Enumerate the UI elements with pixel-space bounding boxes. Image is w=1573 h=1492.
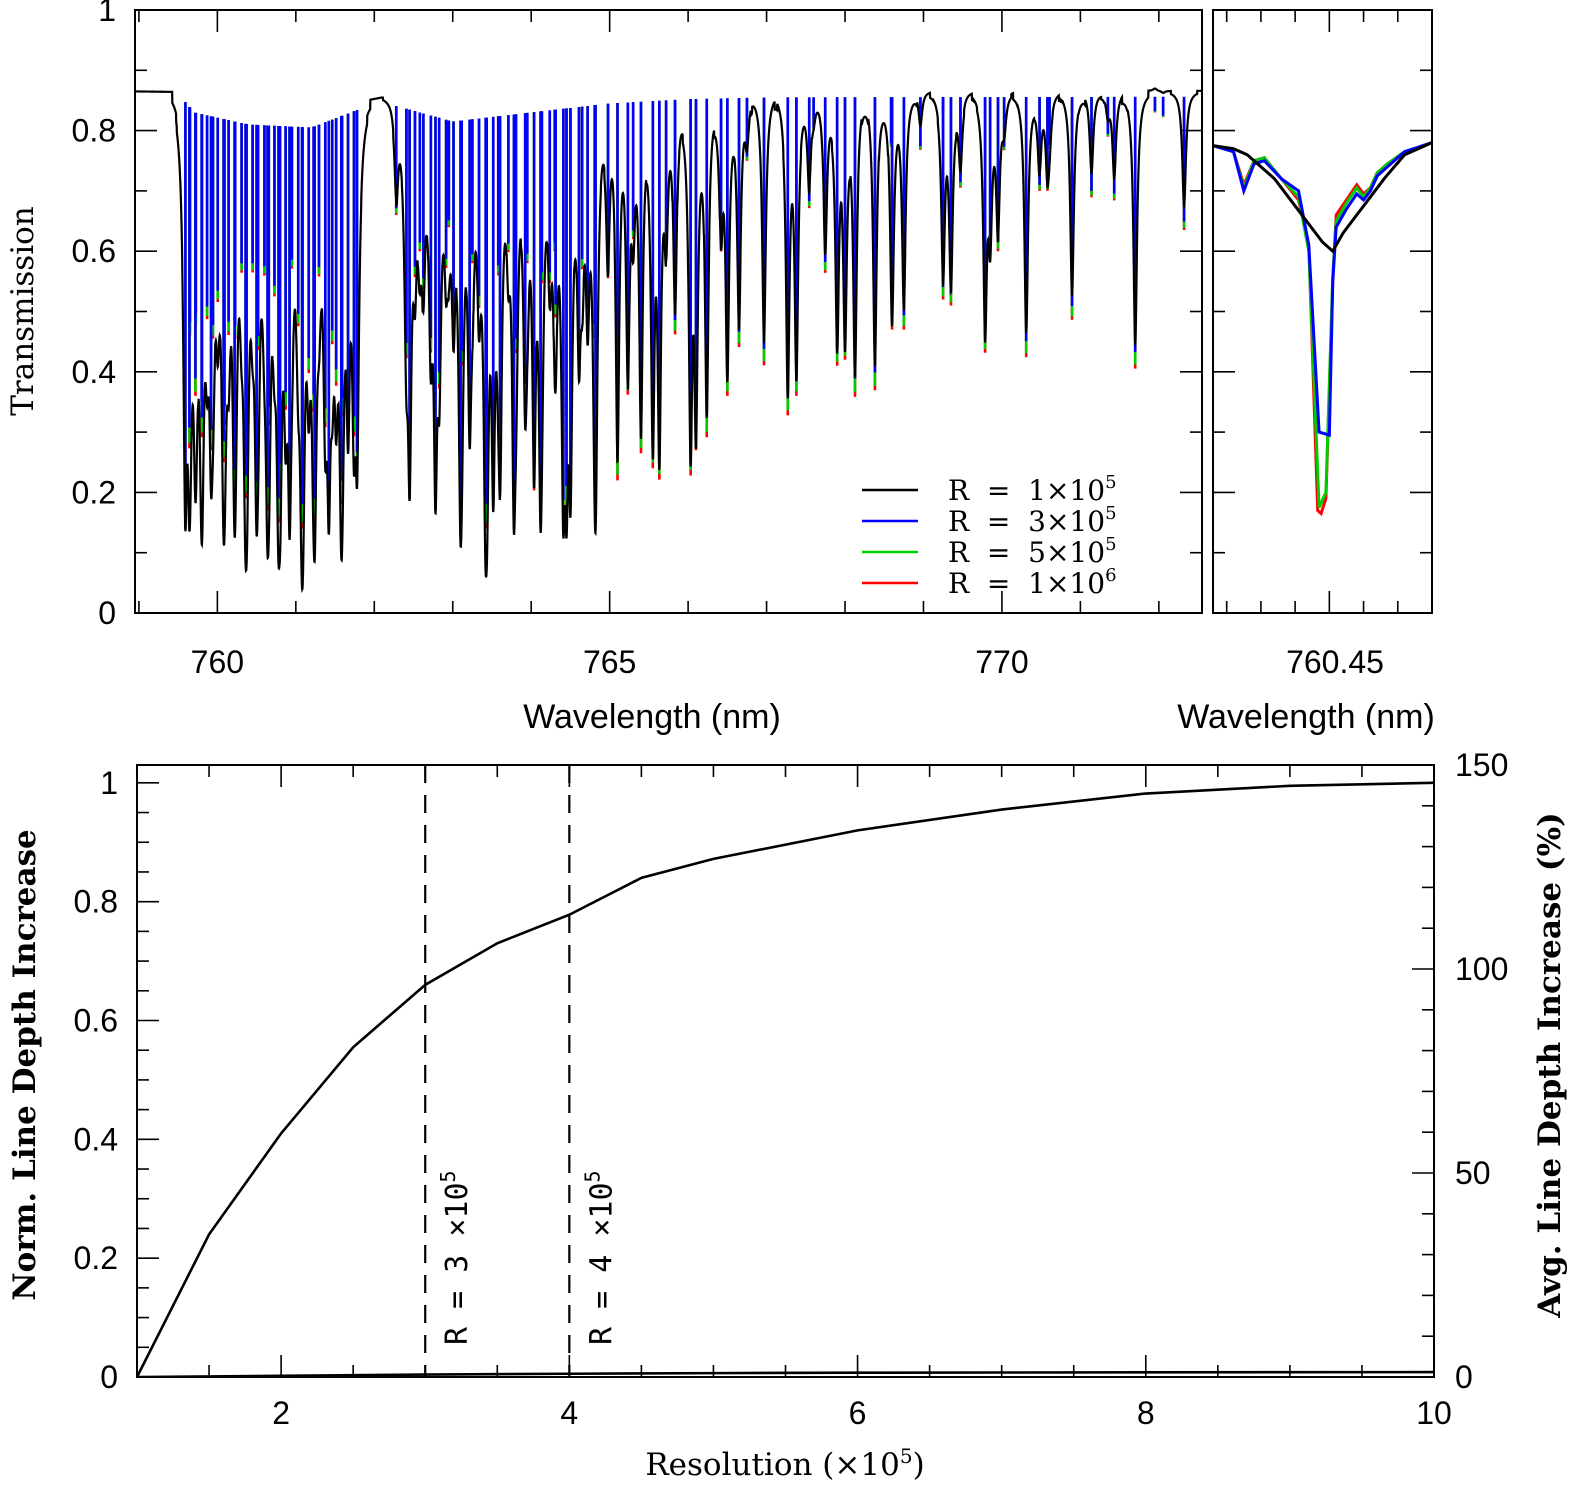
legend-entry: R = 5×105 [862, 534, 1117, 569]
x-tick-label: 760 [191, 644, 244, 680]
res-y2-tick-label: 0 [1455, 1359, 1473, 1395]
spectrum-series-line-r1e5 [136, 87, 1201, 594]
legend-entry: R = 1×105 [862, 472, 1117, 507]
x-tick-label: 765 [583, 644, 636, 680]
y-tick-label: 0 [98, 595, 116, 631]
res-y-tick-label: 0.8 [74, 884, 118, 920]
resolution-y-axis-title: Norm. Line Depth Increase [7, 829, 43, 1301]
spectrum-tick-labels: 760 765 770 0 0.2 0.4 0.6 0.8 1 [72, 0, 1029, 680]
zoom-frame [1212, 9, 1433, 614]
spectrum-ticks [135, 9, 1202, 614]
y-tick-label: 0.6 [72, 233, 116, 269]
spectrum-series [136, 87, 1201, 594]
resolution-series-line-0 [138, 781, 1433, 1376]
resolution-ticks [136, 764, 1435, 1378]
zoom-x-tick-label: 760.45 [1286, 644, 1384, 680]
zoom-series [1214, 141, 1431, 517]
legend-label: R = 3×105 [948, 503, 1117, 538]
zoom-x-axis-title: Wavelength (nm) [1177, 698, 1435, 736]
spectrum-y-axis-title: Transmission [5, 206, 41, 416]
zoom-series-line-1 [1214, 141, 1431, 438]
y-tick-label: 0.4 [72, 354, 116, 390]
spectrum-frame [134, 9, 1203, 614]
zoom-panel: 760.45 Wavelength (nm) [1177, 9, 1435, 736]
res-y-tick-label: 0.4 [74, 1121, 118, 1157]
res-y-tick-label: 0.6 [74, 1002, 118, 1038]
resolution-reference-lines: R = 3 ×105 R = 4 ×105 [424, 765, 619, 1377]
res-y-tick-label: 0 [100, 1359, 118, 1395]
x-tick-label: 770 [975, 644, 1028, 680]
y-tick-label: 1 [98, 0, 116, 28]
res-y2-tick-label: 100 [1455, 951, 1508, 987]
res-x-tick-label: 8 [1137, 1395, 1155, 1431]
y-tick-label: 0.2 [72, 474, 116, 510]
legend-entry: R = 1×106 [862, 565, 1117, 600]
res-x-tick-label: 4 [560, 1395, 578, 1431]
resolution-y2-axis-title: Avg. Line Depth Increase (%) [1532, 812, 1568, 1318]
resolution-frame [136, 764, 1435, 1378]
res-x-tick-label: 10 [1416, 1395, 1452, 1431]
zoom-series-line-2 [1214, 141, 1431, 509]
legend-label: R = 1×105 [948, 472, 1117, 507]
res-y-tick-label: 1 [100, 765, 118, 801]
spectrum-plot-area [136, 87, 1201, 594]
res-y-tick-label: 0.2 [74, 1240, 118, 1276]
res-y2-tick-label: 150 [1455, 747, 1508, 783]
zoom-series-line-3 [1214, 141, 1431, 517]
reference-line-label: R = 3 ×105 [436, 1170, 475, 1345]
zoom-ticks [1213, 9, 1432, 614]
res-x-tick-label: 6 [849, 1395, 867, 1431]
y-tick-label: 0.8 [72, 113, 116, 149]
res-x-tick-label: 2 [272, 1395, 290, 1431]
resolution-series [138, 781, 1433, 1376]
legend-label: R = 5×105 [948, 534, 1117, 569]
legend-label: R = 1×106 [948, 565, 1117, 600]
resolution-series-line-1 [138, 1370, 1433, 1376]
legend-entry: R = 3×105 [862, 503, 1117, 538]
spectrum-x-axis-title: Wavelength (nm) [523, 698, 781, 736]
res-y2-tick-label: 50 [1455, 1155, 1491, 1191]
spectrum-legend: R = 1×105 R = 3×105 R = 5×105 R = 1×106 [862, 472, 1117, 600]
zoom-series-line-0 [1214, 141, 1431, 254]
spectrum-series-1 [184, 96, 1186, 505]
reference-line-label: R = 4 ×105 [580, 1170, 619, 1345]
zoom-plot-area [1214, 141, 1431, 517]
resolution-x-axis-title: Resolution (×105) [645, 1444, 924, 1483]
resolution-plot-area [138, 781, 1433, 1376]
